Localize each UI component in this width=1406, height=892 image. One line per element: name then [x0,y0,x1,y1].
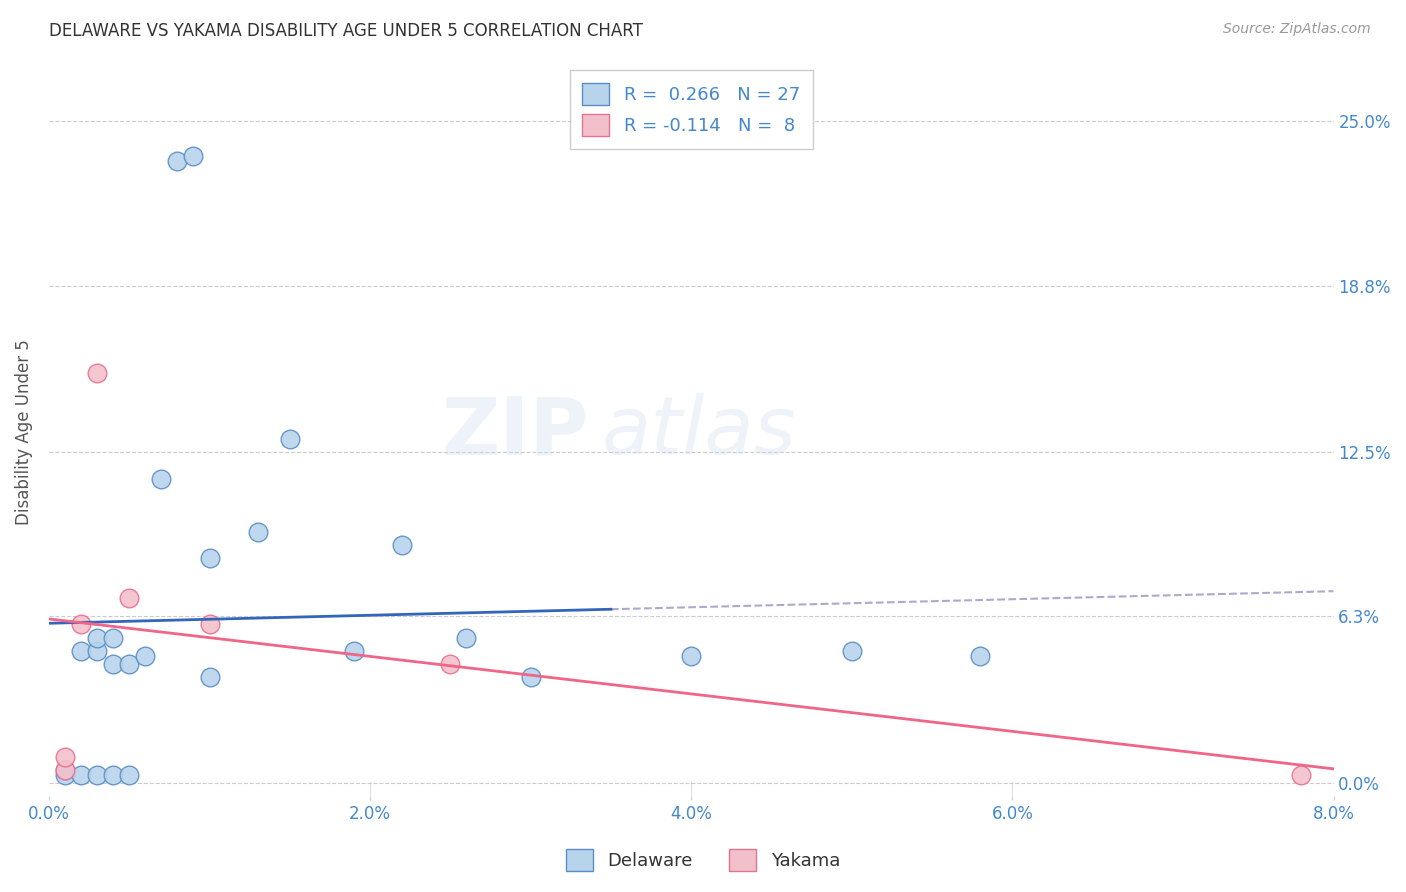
Point [70,768,93,782]
Point [198,670,221,684]
Point [198,617,221,632]
Point [103,768,125,782]
Point [53,763,76,777]
Point [53,768,76,782]
Point [86,768,108,782]
Point [53,749,76,764]
Point [278,432,301,446]
Point [681,649,703,664]
Point [118,657,141,672]
Point [70,617,93,632]
Point [86,644,108,658]
Point [53,763,76,777]
Point [439,657,461,672]
Point [118,768,141,782]
Point [1291,768,1313,782]
Text: DELAWARE VS YAKAMA DISABILITY AGE UNDER 5 CORRELATION CHART: DELAWARE VS YAKAMA DISABILITY AGE UNDER … [49,22,643,40]
Text: ZIP: ZIP [441,393,589,472]
Point [183,149,205,163]
Point [86,631,108,645]
Text: atlas: atlas [602,393,796,472]
Point [198,551,221,566]
Point [150,472,173,486]
Point [969,649,991,664]
Legend: R =  0.266   N = 27, R = -0.114   N =  8: R = 0.266 N = 27, R = -0.114 N = 8 [569,70,813,149]
Point [456,631,478,645]
Text: Source: ZipAtlas.com: Source: ZipAtlas.com [1223,22,1371,37]
Point [246,524,269,539]
Point [103,631,125,645]
Point [391,538,413,552]
Point [519,670,541,684]
Point [134,649,156,664]
Point [70,644,93,658]
Point [86,366,108,380]
Y-axis label: Disability Age Under 5: Disability Age Under 5 [15,340,32,525]
Point [103,657,125,672]
Point [166,154,188,169]
Point [118,591,141,605]
Point [841,644,863,658]
Point [343,644,366,658]
Legend: Delaware, Yakama: Delaware, Yakama [558,842,848,879]
